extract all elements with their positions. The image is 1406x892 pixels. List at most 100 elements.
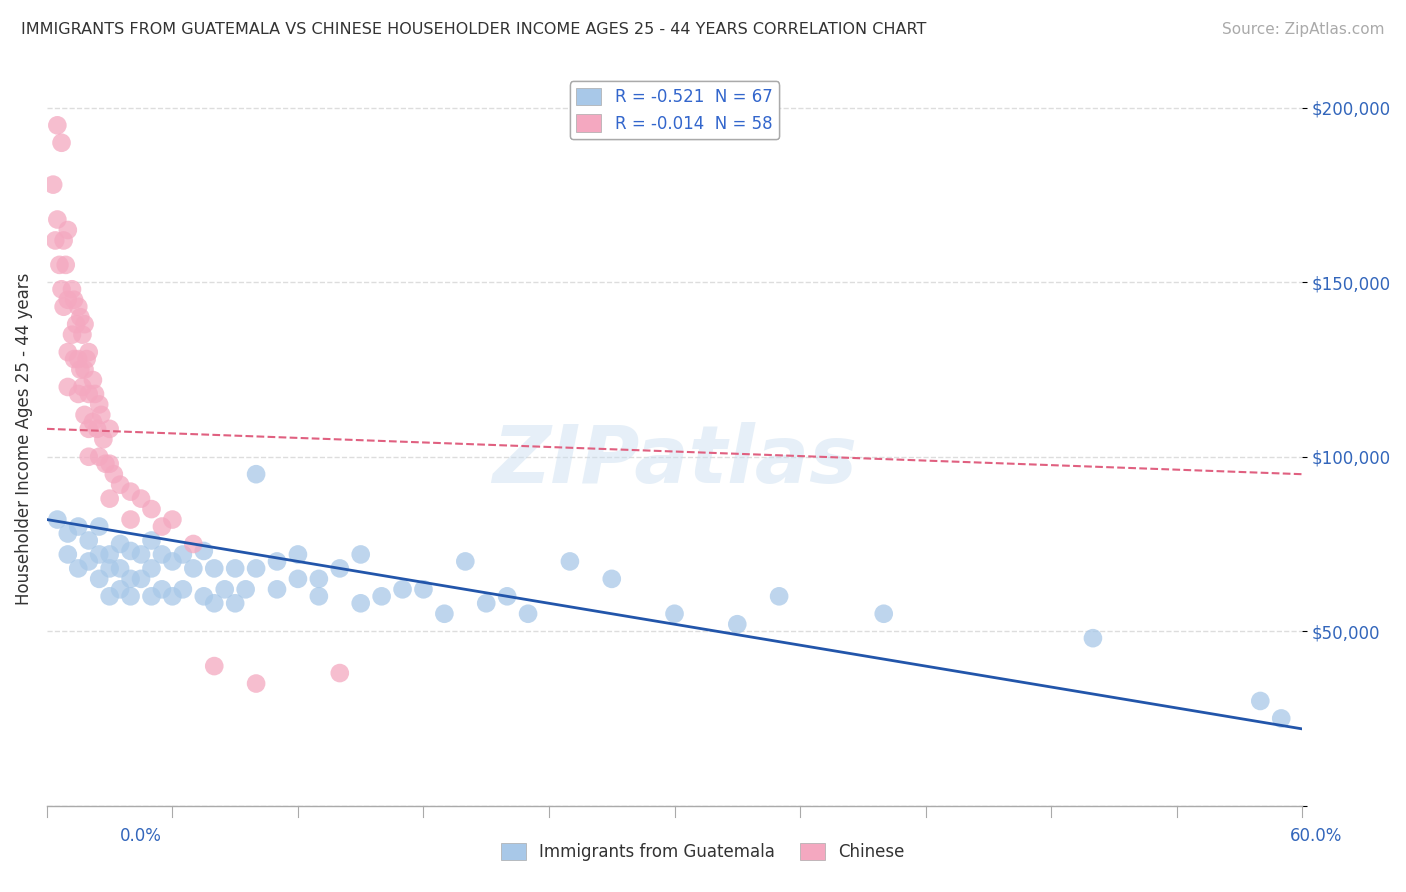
Point bbox=[77, 345, 100, 359]
Point bbox=[329, 561, 352, 575]
Point bbox=[129, 548, 152, 562]
Point bbox=[46, 212, 69, 227]
Point bbox=[120, 544, 142, 558]
Point bbox=[224, 561, 246, 575]
Point bbox=[52, 300, 75, 314]
Point bbox=[48, 258, 70, 272]
Point bbox=[46, 118, 69, 132]
Point bbox=[89, 548, 111, 562]
Point bbox=[162, 590, 184, 604]
Point bbox=[202, 659, 225, 673]
Point bbox=[98, 561, 121, 575]
Point bbox=[73, 317, 96, 331]
Point bbox=[72, 327, 94, 342]
Point bbox=[600, 572, 623, 586]
Point bbox=[475, 596, 498, 610]
Point bbox=[93, 432, 115, 446]
Point bbox=[183, 537, 205, 551]
Point bbox=[60, 327, 83, 342]
Point bbox=[412, 582, 434, 597]
Point bbox=[129, 572, 152, 586]
Point bbox=[77, 533, 100, 548]
Point bbox=[73, 362, 96, 376]
Y-axis label: Householder Income Ages 25 - 44 years: Householder Income Ages 25 - 44 years bbox=[15, 273, 32, 606]
Point bbox=[391, 582, 413, 597]
Text: 0.0%: 0.0% bbox=[120, 827, 162, 845]
Point bbox=[308, 590, 330, 604]
Point bbox=[183, 561, 205, 575]
Point bbox=[150, 582, 173, 597]
Point bbox=[84, 387, 107, 401]
Legend: R = -0.521  N = 67, R = -0.014  N = 58: R = -0.521 N = 67, R = -0.014 N = 58 bbox=[569, 81, 779, 139]
Point bbox=[51, 136, 73, 150]
Point bbox=[72, 380, 94, 394]
Point bbox=[65, 317, 87, 331]
Point bbox=[214, 582, 236, 597]
Point bbox=[517, 607, 540, 621]
Point bbox=[120, 572, 142, 586]
Point bbox=[120, 512, 142, 526]
Point bbox=[67, 519, 90, 533]
Legend: Immigrants from Guatemala, Chinese: Immigrants from Guatemala, Chinese bbox=[495, 836, 911, 868]
Point bbox=[150, 548, 173, 562]
Point bbox=[193, 544, 215, 558]
Point bbox=[82, 415, 104, 429]
Point bbox=[235, 582, 257, 597]
Point bbox=[245, 467, 267, 482]
Text: 60.0%: 60.0% bbox=[1291, 827, 1343, 845]
Point bbox=[141, 533, 163, 548]
Point bbox=[193, 590, 215, 604]
Point bbox=[287, 572, 309, 586]
Point bbox=[56, 223, 79, 237]
Point bbox=[350, 596, 373, 610]
Point bbox=[56, 345, 79, 359]
Point bbox=[56, 380, 79, 394]
Point bbox=[202, 596, 225, 610]
Point bbox=[266, 554, 288, 568]
Point bbox=[56, 526, 79, 541]
Point bbox=[98, 422, 121, 436]
Point bbox=[89, 519, 111, 533]
Point bbox=[1081, 631, 1104, 645]
Point bbox=[329, 666, 352, 681]
Point bbox=[77, 387, 100, 401]
Point bbox=[108, 582, 131, 597]
Point bbox=[496, 590, 519, 604]
Point bbox=[350, 548, 373, 562]
Point bbox=[63, 352, 86, 367]
Point bbox=[162, 512, 184, 526]
Point bbox=[67, 387, 90, 401]
Point bbox=[141, 590, 163, 604]
Point bbox=[108, 477, 131, 491]
Point bbox=[60, 282, 83, 296]
Point bbox=[287, 548, 309, 562]
Point bbox=[94, 457, 117, 471]
Point bbox=[56, 548, 79, 562]
Text: ZIPatlas: ZIPatlas bbox=[492, 422, 858, 500]
Point bbox=[86, 422, 108, 436]
Point bbox=[67, 352, 90, 367]
Point bbox=[73, 408, 96, 422]
Point bbox=[98, 548, 121, 562]
Point bbox=[77, 554, 100, 568]
Point bbox=[664, 607, 686, 621]
Point bbox=[454, 554, 477, 568]
Text: Source: ZipAtlas.com: Source: ZipAtlas.com bbox=[1222, 22, 1385, 37]
Point bbox=[245, 676, 267, 690]
Point bbox=[433, 607, 456, 621]
Point bbox=[873, 607, 896, 621]
Point bbox=[89, 397, 111, 411]
Point bbox=[129, 491, 152, 506]
Point bbox=[120, 590, 142, 604]
Point bbox=[44, 234, 66, 248]
Point bbox=[67, 561, 90, 575]
Point bbox=[56, 293, 79, 307]
Point bbox=[98, 491, 121, 506]
Point bbox=[370, 590, 392, 604]
Point bbox=[725, 617, 748, 632]
Point bbox=[98, 457, 121, 471]
Point bbox=[98, 590, 121, 604]
Point bbox=[202, 561, 225, 575]
Point bbox=[90, 408, 112, 422]
Point bbox=[52, 234, 75, 248]
